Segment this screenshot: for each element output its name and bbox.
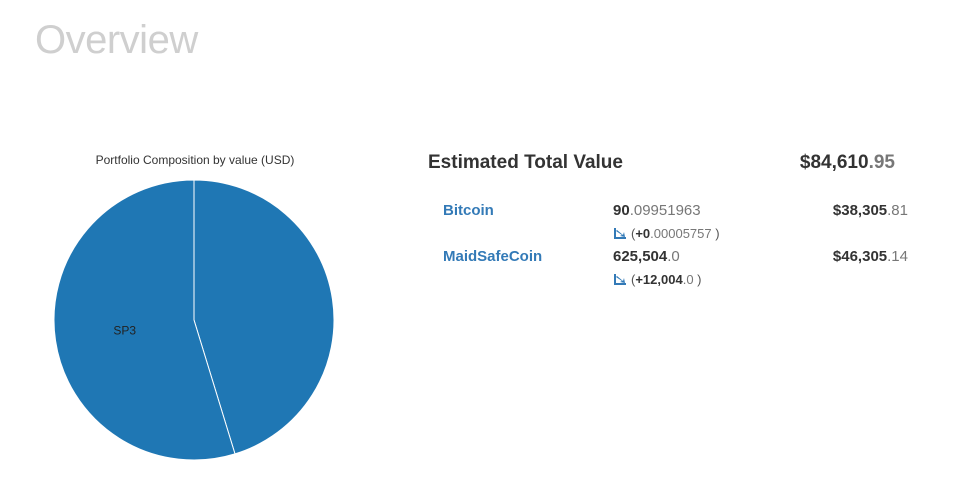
portfolio-pie-chart: Portfolio Composition by value (USD) SP3 xyxy=(40,148,350,478)
coin-amount-dec: .09951963 xyxy=(629,202,701,219)
coin-usd-int: $46,305 xyxy=(832,248,888,265)
pie-svg: SP3 xyxy=(53,179,335,461)
coin-amount: 90.09951963 xyxy=(613,202,701,219)
coin-change-close: ) xyxy=(693,272,702,287)
pie-slice-1[interactable] xyxy=(53,179,236,461)
total-value-int: $84,610 xyxy=(799,152,869,173)
coin-row-maidsafecoin: MaidSafeCoin 625,504.0 $46,305.14 (+12,0… xyxy=(443,248,923,294)
coin-row-bitcoin: Bitcoin 90.09951963 $38,305.81 (+0.00005… xyxy=(443,202,923,248)
coin-change: (+12,004.0 ) xyxy=(613,272,702,287)
coin-amount-int: 625,504 xyxy=(613,248,668,265)
total-label: Estimated Total Value xyxy=(428,152,623,173)
chart-title: Portfolio Composition by value (USD) xyxy=(95,153,295,167)
coin-usd-dec: .81 xyxy=(887,202,908,219)
coin-amount: 625,504.0 xyxy=(613,248,680,265)
coin-change-open: ( xyxy=(631,226,636,241)
total-value-dec: .95 xyxy=(868,152,895,173)
coin-change-int: +12,004 xyxy=(635,272,683,287)
coin-usd-dec: .14 xyxy=(887,248,908,265)
coin-change-close: ) xyxy=(711,226,720,241)
coin-link-maidsafecoin[interactable]: MaidSafeCoin xyxy=(443,248,543,265)
pie-slice-0[interactable] xyxy=(193,179,335,455)
page-title: Overview xyxy=(35,18,198,62)
total-row: Estimated Total Value $84,610.95 xyxy=(428,152,928,182)
coin-usd-int: $38,305 xyxy=(832,202,888,219)
coin-usd-value: $46,305.14 xyxy=(833,248,908,265)
coin-change-open: ( xyxy=(631,272,636,287)
coin-amount-dec: .0 xyxy=(667,248,680,265)
trend-up-icon xyxy=(614,274,626,285)
total-value: $84,610.95 xyxy=(800,152,895,174)
coin-change-int: +0 xyxy=(635,226,651,241)
coin-link-bitcoin[interactable]: Bitcoin xyxy=(443,202,494,219)
coin-change-dec: .0 xyxy=(682,272,694,287)
coin-amount-int: 90 xyxy=(613,202,630,219)
coin-change-dec: .00005757 xyxy=(650,226,712,241)
trend-up-icon xyxy=(614,228,626,239)
portfolio-summary: Estimated Total Value $84,610.95 Bitcoin… xyxy=(428,152,928,287)
coin-change: (+0.00005757 ) xyxy=(613,226,720,241)
pie-slice-label-1: SP3 xyxy=(113,323,136,337)
coin-usd-value: $38,305.81 xyxy=(833,202,908,219)
